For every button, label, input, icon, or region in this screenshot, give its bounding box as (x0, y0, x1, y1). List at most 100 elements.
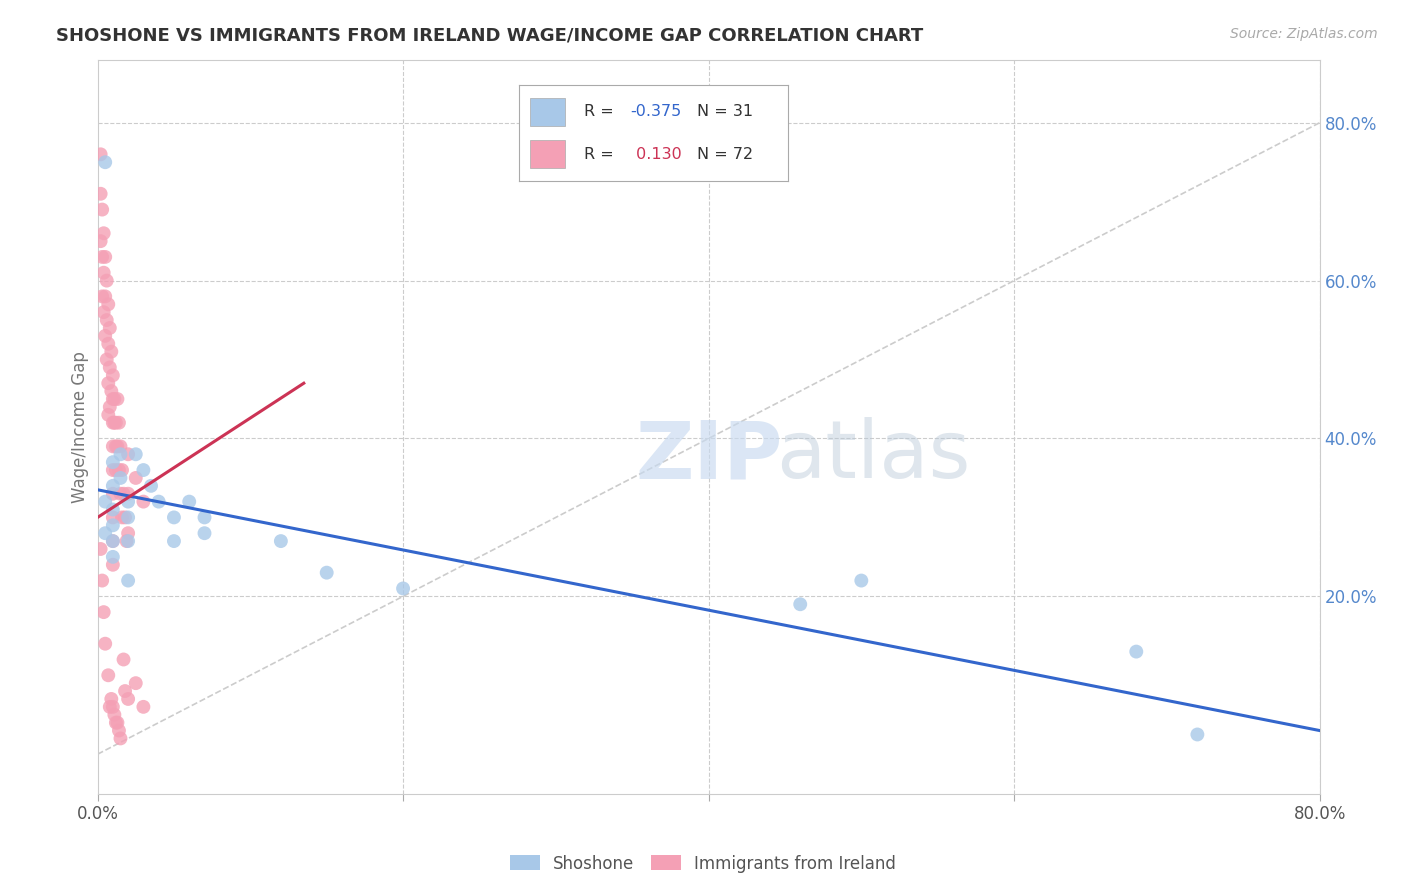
Point (100, 692, 122, 706)
Point (110, 439, 132, 453)
Point (148, 494, 170, 508)
Point (94, 329, 117, 343)
Point (112, 487, 135, 501)
Point (117, 487, 139, 501)
Point (789, 597, 811, 611)
Point (117, 574, 139, 588)
Point (163, 510, 186, 524)
Point (98, 321, 121, 335)
Point (96, 274, 118, 288)
Point (101, 534, 124, 549)
Point (103, 416, 125, 430)
Point (101, 368, 124, 383)
Legend: Shoshone, Immigrants from Ireland: Shoshone, Immigrants from Ireland (503, 848, 903, 880)
Point (98, 360, 121, 375)
Point (98, 400, 121, 414)
Point (163, 534, 186, 549)
Point (91, 574, 114, 588)
Y-axis label: Wage/Income Gap: Wage/Income Gap (72, 351, 89, 502)
Point (104, 439, 127, 453)
Point (97, 408, 120, 422)
Point (108, 463, 131, 477)
Point (101, 416, 124, 430)
Point (94, 155, 117, 169)
Point (270, 534, 292, 549)
Point (101, 502, 124, 516)
Point (93, 305, 115, 319)
Point (97, 668, 120, 682)
Point (110, 731, 132, 746)
Text: Source: ZipAtlas.com: Source: ZipAtlas.com (1230, 27, 1378, 41)
Point (104, 416, 127, 430)
Point (193, 510, 215, 524)
Point (851, 574, 873, 588)
Point (112, 652, 135, 666)
Point (101, 487, 124, 501)
Point (125, 676, 148, 690)
Point (101, 510, 124, 524)
Point (94, 494, 117, 508)
Point (94, 526, 117, 541)
Point (101, 455, 124, 469)
Point (110, 447, 132, 461)
Point (117, 494, 139, 508)
Point (94, 289, 117, 303)
Point (104, 715, 127, 730)
Point (101, 699, 124, 714)
Point (108, 723, 131, 738)
Point (114, 510, 136, 524)
Point (107, 715, 129, 730)
Point (91, 289, 114, 303)
Point (103, 707, 125, 722)
Point (101, 463, 124, 477)
Point (107, 439, 129, 453)
Point (97, 336, 120, 351)
Point (96, 313, 118, 327)
Text: ZIP: ZIP (636, 417, 782, 495)
Point (90, 186, 112, 201)
Point (100, 344, 122, 359)
Point (97, 297, 120, 311)
Point (91, 202, 114, 217)
Point (91, 250, 114, 264)
Point (90, 234, 112, 248)
Point (125, 447, 148, 461)
Point (117, 447, 139, 461)
Point (104, 463, 127, 477)
Point (117, 534, 139, 549)
Point (93, 605, 115, 619)
Point (392, 582, 415, 596)
Point (101, 549, 124, 564)
Point (114, 684, 136, 698)
Point (101, 392, 124, 406)
Point (179, 494, 201, 508)
Point (132, 463, 155, 477)
Text: SHOSHONE VS IMMIGRANTS FROM IRELAND WAGE/INCOME GAP CORRELATION CHART: SHOSHONE VS IMMIGRANTS FROM IRELAND WAGE… (56, 27, 924, 45)
Point (115, 534, 138, 549)
Point (90, 541, 112, 556)
Point (111, 510, 134, 524)
Point (117, 526, 139, 541)
Point (110, 471, 132, 485)
Point (103, 392, 125, 406)
Point (132, 699, 155, 714)
Point (101, 439, 124, 453)
Point (107, 392, 129, 406)
Point (1187, 727, 1209, 741)
Point (101, 518, 124, 533)
Point (125, 471, 148, 485)
Point (101, 558, 124, 572)
Point (101, 479, 124, 493)
Point (132, 494, 155, 508)
Point (100, 384, 122, 398)
Point (93, 226, 115, 240)
Point (315, 566, 337, 580)
Point (117, 510, 139, 524)
Point (101, 534, 124, 549)
Point (139, 479, 162, 493)
Point (1125, 644, 1147, 658)
Point (93, 266, 115, 280)
Point (111, 463, 134, 477)
Point (97, 376, 120, 391)
Point (94, 250, 117, 264)
